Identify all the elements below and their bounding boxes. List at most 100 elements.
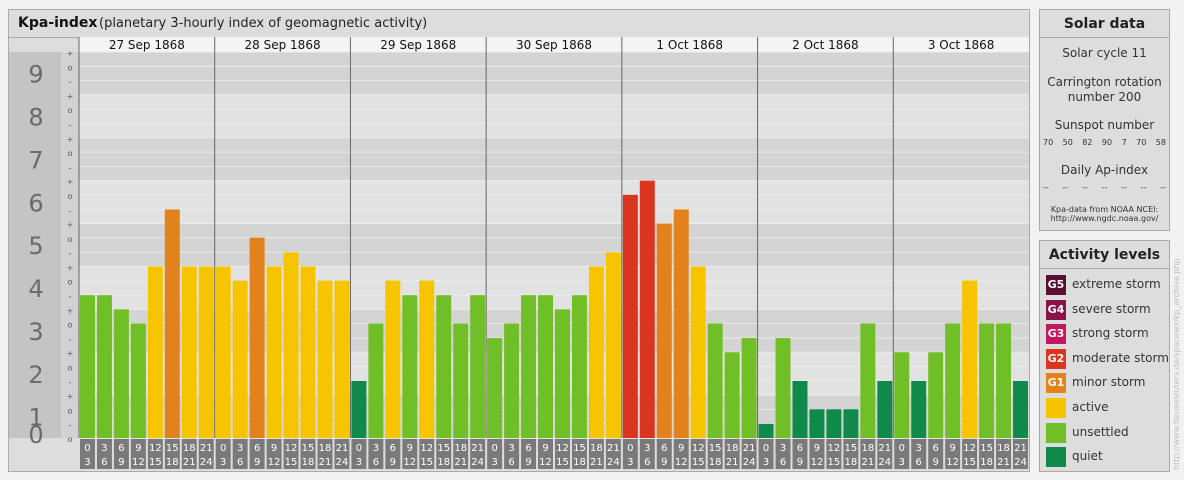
activity-levels-panel: Activity levels G5 extreme storm G4 severe … (1039, 240, 1170, 472)
hour-end-label: 9 (525, 457, 531, 468)
hour-box (707, 439, 723, 469)
kp-bar (1013, 380, 1028, 438)
day-label: 30 Sep 1868 (516, 38, 592, 52)
kp-bar (588, 266, 604, 438)
hour-start-label: 21 (200, 443, 213, 454)
ap-index-value: -- (1082, 183, 1088, 192)
kp-bar (996, 323, 1012, 438)
kp-bar (843, 409, 859, 438)
hour-end-label: 6 (237, 457, 243, 468)
hour-start-label: 0 (763, 443, 769, 454)
kp-bar (622, 194, 638, 438)
hour-end-label: 6 (508, 457, 514, 468)
hour-end-label: 18 (437, 457, 450, 468)
hour-start-label: 9 (678, 443, 684, 454)
hour-box (147, 439, 163, 469)
legend-item: G5 extreme storm (1046, 275, 1170, 295)
legend-label: moderate storm (1072, 350, 1169, 365)
y-axis-column (9, 52, 61, 438)
hour-end-label: 15 (420, 457, 433, 468)
legend-swatch (1046, 447, 1066, 468)
ap-index-value: -- (1121, 183, 1127, 192)
sunspot-value: 7 (1121, 138, 1127, 147)
y-tick-label: 1 (28, 404, 43, 432)
kp-bar (317, 280, 333, 438)
hour-end-label: 6 (780, 457, 786, 468)
ap-index-value: -- (1140, 183, 1147, 192)
hour-box (979, 439, 995, 469)
kp-bar (826, 409, 842, 438)
hour-box (232, 439, 248, 469)
legend-swatch: G5 (1046, 275, 1066, 295)
ap-index-value: -- (1043, 183, 1049, 192)
solar-data-heading: Solar data (1040, 10, 1169, 38)
hour-box (690, 439, 706, 469)
kp-bar (436, 295, 452, 438)
hour-box (656, 439, 672, 469)
kp-bar (402, 295, 418, 438)
hour-end-label: 21 (861, 457, 874, 468)
hour-box (758, 439, 774, 469)
kp-bar (232, 280, 248, 438)
hour-box (181, 439, 197, 469)
y-tick-label: 3 (28, 318, 43, 346)
hour-box (1013, 439, 1028, 469)
kp-bar (894, 352, 910, 438)
carrington-rotation-line2: number 200 (1067, 90, 1142, 104)
hour-end-label: 3 (627, 457, 633, 468)
hour-end-label: 21 (997, 457, 1010, 468)
sunspot-value: 70 (1136, 138, 1147, 147)
kp-bar (656, 223, 672, 438)
hour-end-label: 3 (491, 457, 497, 468)
hour-start-label: 6 (661, 443, 667, 454)
hour-box (945, 439, 961, 469)
kp-bar (334, 280, 350, 438)
hour-start-label: 0 (356, 443, 362, 454)
grid-band (79, 94, 1029, 138)
hour-start-label: 12 (149, 443, 162, 454)
y-minor-tick: o (68, 63, 73, 72)
hour-box (741, 439, 757, 469)
hour-box (894, 439, 910, 469)
y-minor-tick: + (67, 135, 74, 144)
day-label: 29 Sep 1868 (380, 38, 456, 52)
hour-start-label: 21 (1014, 443, 1027, 454)
kp-bar (385, 280, 401, 438)
legend-swatch: G4 (1046, 299, 1066, 320)
y-tick-label: 0 (28, 421, 43, 449)
hour-end-label: 18 (980, 457, 993, 468)
kp-bar (775, 338, 791, 438)
y-tick-label: 7 (28, 146, 43, 174)
hour-end-label: 24 (336, 457, 349, 468)
hour-box (402, 439, 418, 469)
hour-box (639, 439, 655, 469)
day-label: 1 Oct 1868 (656, 38, 723, 52)
hour-start-label: 12 (692, 443, 705, 454)
kp-bar (555, 309, 570, 438)
hour-end-label: 24 (200, 457, 213, 468)
hour-end-label: 18 (573, 457, 586, 468)
hour-box (300, 439, 316, 469)
kp-bar (80, 295, 95, 438)
kp-bar (792, 380, 808, 438)
kp-bar (96, 295, 112, 438)
kp-bar (860, 323, 876, 438)
hour-end-label: 15 (285, 457, 298, 468)
hour-end-label: 3 (220, 457, 226, 468)
hour-start-label: 21 (471, 443, 484, 454)
kp-bar (470, 295, 486, 438)
hour-end-label: 12 (132, 457, 145, 468)
hour-start-label: 15 (573, 443, 586, 454)
hour-start-label: 15 (437, 443, 450, 454)
hour-start-label: 12 (285, 443, 298, 454)
legend-label: severe storm (1072, 301, 1151, 316)
hour-start-label: 0 (220, 443, 226, 454)
hour-end-label: 18 (709, 457, 722, 468)
hour-end-label: 21 (726, 457, 739, 468)
legend-swatch: G2 (1046, 348, 1066, 369)
legend-swatch: G3 (1046, 324, 1066, 345)
hour-start-label: 9 (949, 443, 955, 454)
sunspot-value: 50 (1062, 138, 1073, 147)
hour-box (521, 439, 537, 469)
hour-box (911, 439, 927, 469)
